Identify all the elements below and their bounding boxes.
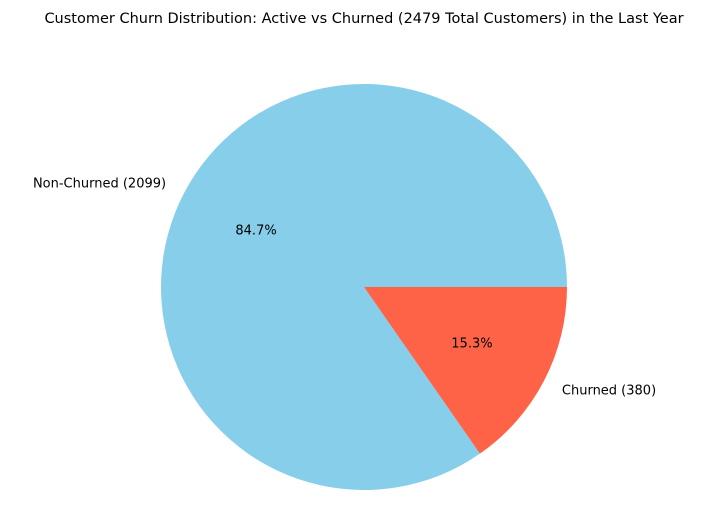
- slice-label: Churned (380): [562, 383, 656, 398]
- chart-title: Customer Churn Distribution: Active vs C…: [44, 11, 683, 27]
- slice-percent-label: 84.7%: [235, 224, 276, 239]
- pie-labels: Non-Churned (2099) 84.7% Churned (380) 15.3…: [33, 177, 656, 399]
- pie-slice-churned: [364, 287, 567, 454]
- pie-slices: [161, 83, 568, 490]
- slice-percent-label: 15.3%: [451, 336, 492, 351]
- slice-label: Non-Churned (2099): [33, 177, 166, 192]
